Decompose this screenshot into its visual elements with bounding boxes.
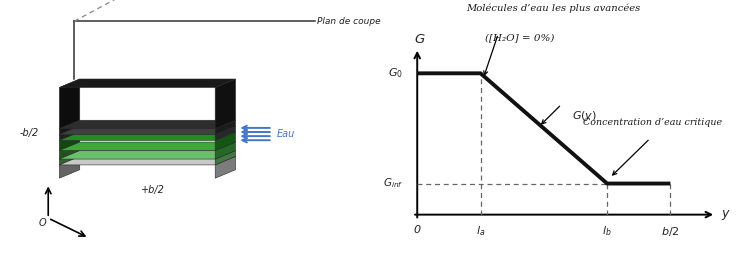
Text: Concentration d’eau critique: Concentration d’eau critique xyxy=(583,118,723,127)
Text: 0: 0 xyxy=(414,225,421,235)
Polygon shape xyxy=(215,126,236,140)
Text: -b/2: -b/2 xyxy=(20,128,39,138)
Polygon shape xyxy=(59,151,236,159)
Polygon shape xyxy=(59,156,80,178)
Text: $y$: $y$ xyxy=(721,208,731,222)
Polygon shape xyxy=(215,79,236,129)
Polygon shape xyxy=(59,142,236,151)
Polygon shape xyxy=(215,120,236,135)
Polygon shape xyxy=(59,142,80,159)
Text: $b/2$: $b/2$ xyxy=(661,225,680,238)
Text: Molécules d’eau les plus avancées: Molécules d’eau les plus avancées xyxy=(466,4,640,14)
Text: Plan de coupe: Plan de coupe xyxy=(318,17,381,26)
Polygon shape xyxy=(59,156,236,165)
Text: Eau: Eau xyxy=(277,129,295,139)
Polygon shape xyxy=(59,126,80,140)
Polygon shape xyxy=(59,151,80,165)
Text: $l_b$: $l_b$ xyxy=(603,225,612,238)
Polygon shape xyxy=(59,132,80,151)
Text: ([H₂O] = 0%): ([H₂O] = 0%) xyxy=(485,33,554,42)
Polygon shape xyxy=(59,132,236,140)
Polygon shape xyxy=(215,132,236,151)
Text: $l_a$: $l_a$ xyxy=(476,225,485,238)
Polygon shape xyxy=(59,126,236,135)
Text: $G_0$: $G_0$ xyxy=(388,66,404,80)
Text: $G_{inf}$: $G_{inf}$ xyxy=(383,177,404,190)
Polygon shape xyxy=(215,151,236,165)
Polygon shape xyxy=(215,156,236,178)
Polygon shape xyxy=(59,79,236,88)
Text: O: O xyxy=(39,218,47,228)
Text: $G$: $G$ xyxy=(414,34,426,47)
Polygon shape xyxy=(59,120,80,135)
Text: +b/2: +b/2 xyxy=(141,185,165,195)
Text: $G(y)$: $G(y)$ xyxy=(571,109,597,123)
Polygon shape xyxy=(215,142,236,159)
Polygon shape xyxy=(59,120,236,129)
Polygon shape xyxy=(59,79,80,129)
